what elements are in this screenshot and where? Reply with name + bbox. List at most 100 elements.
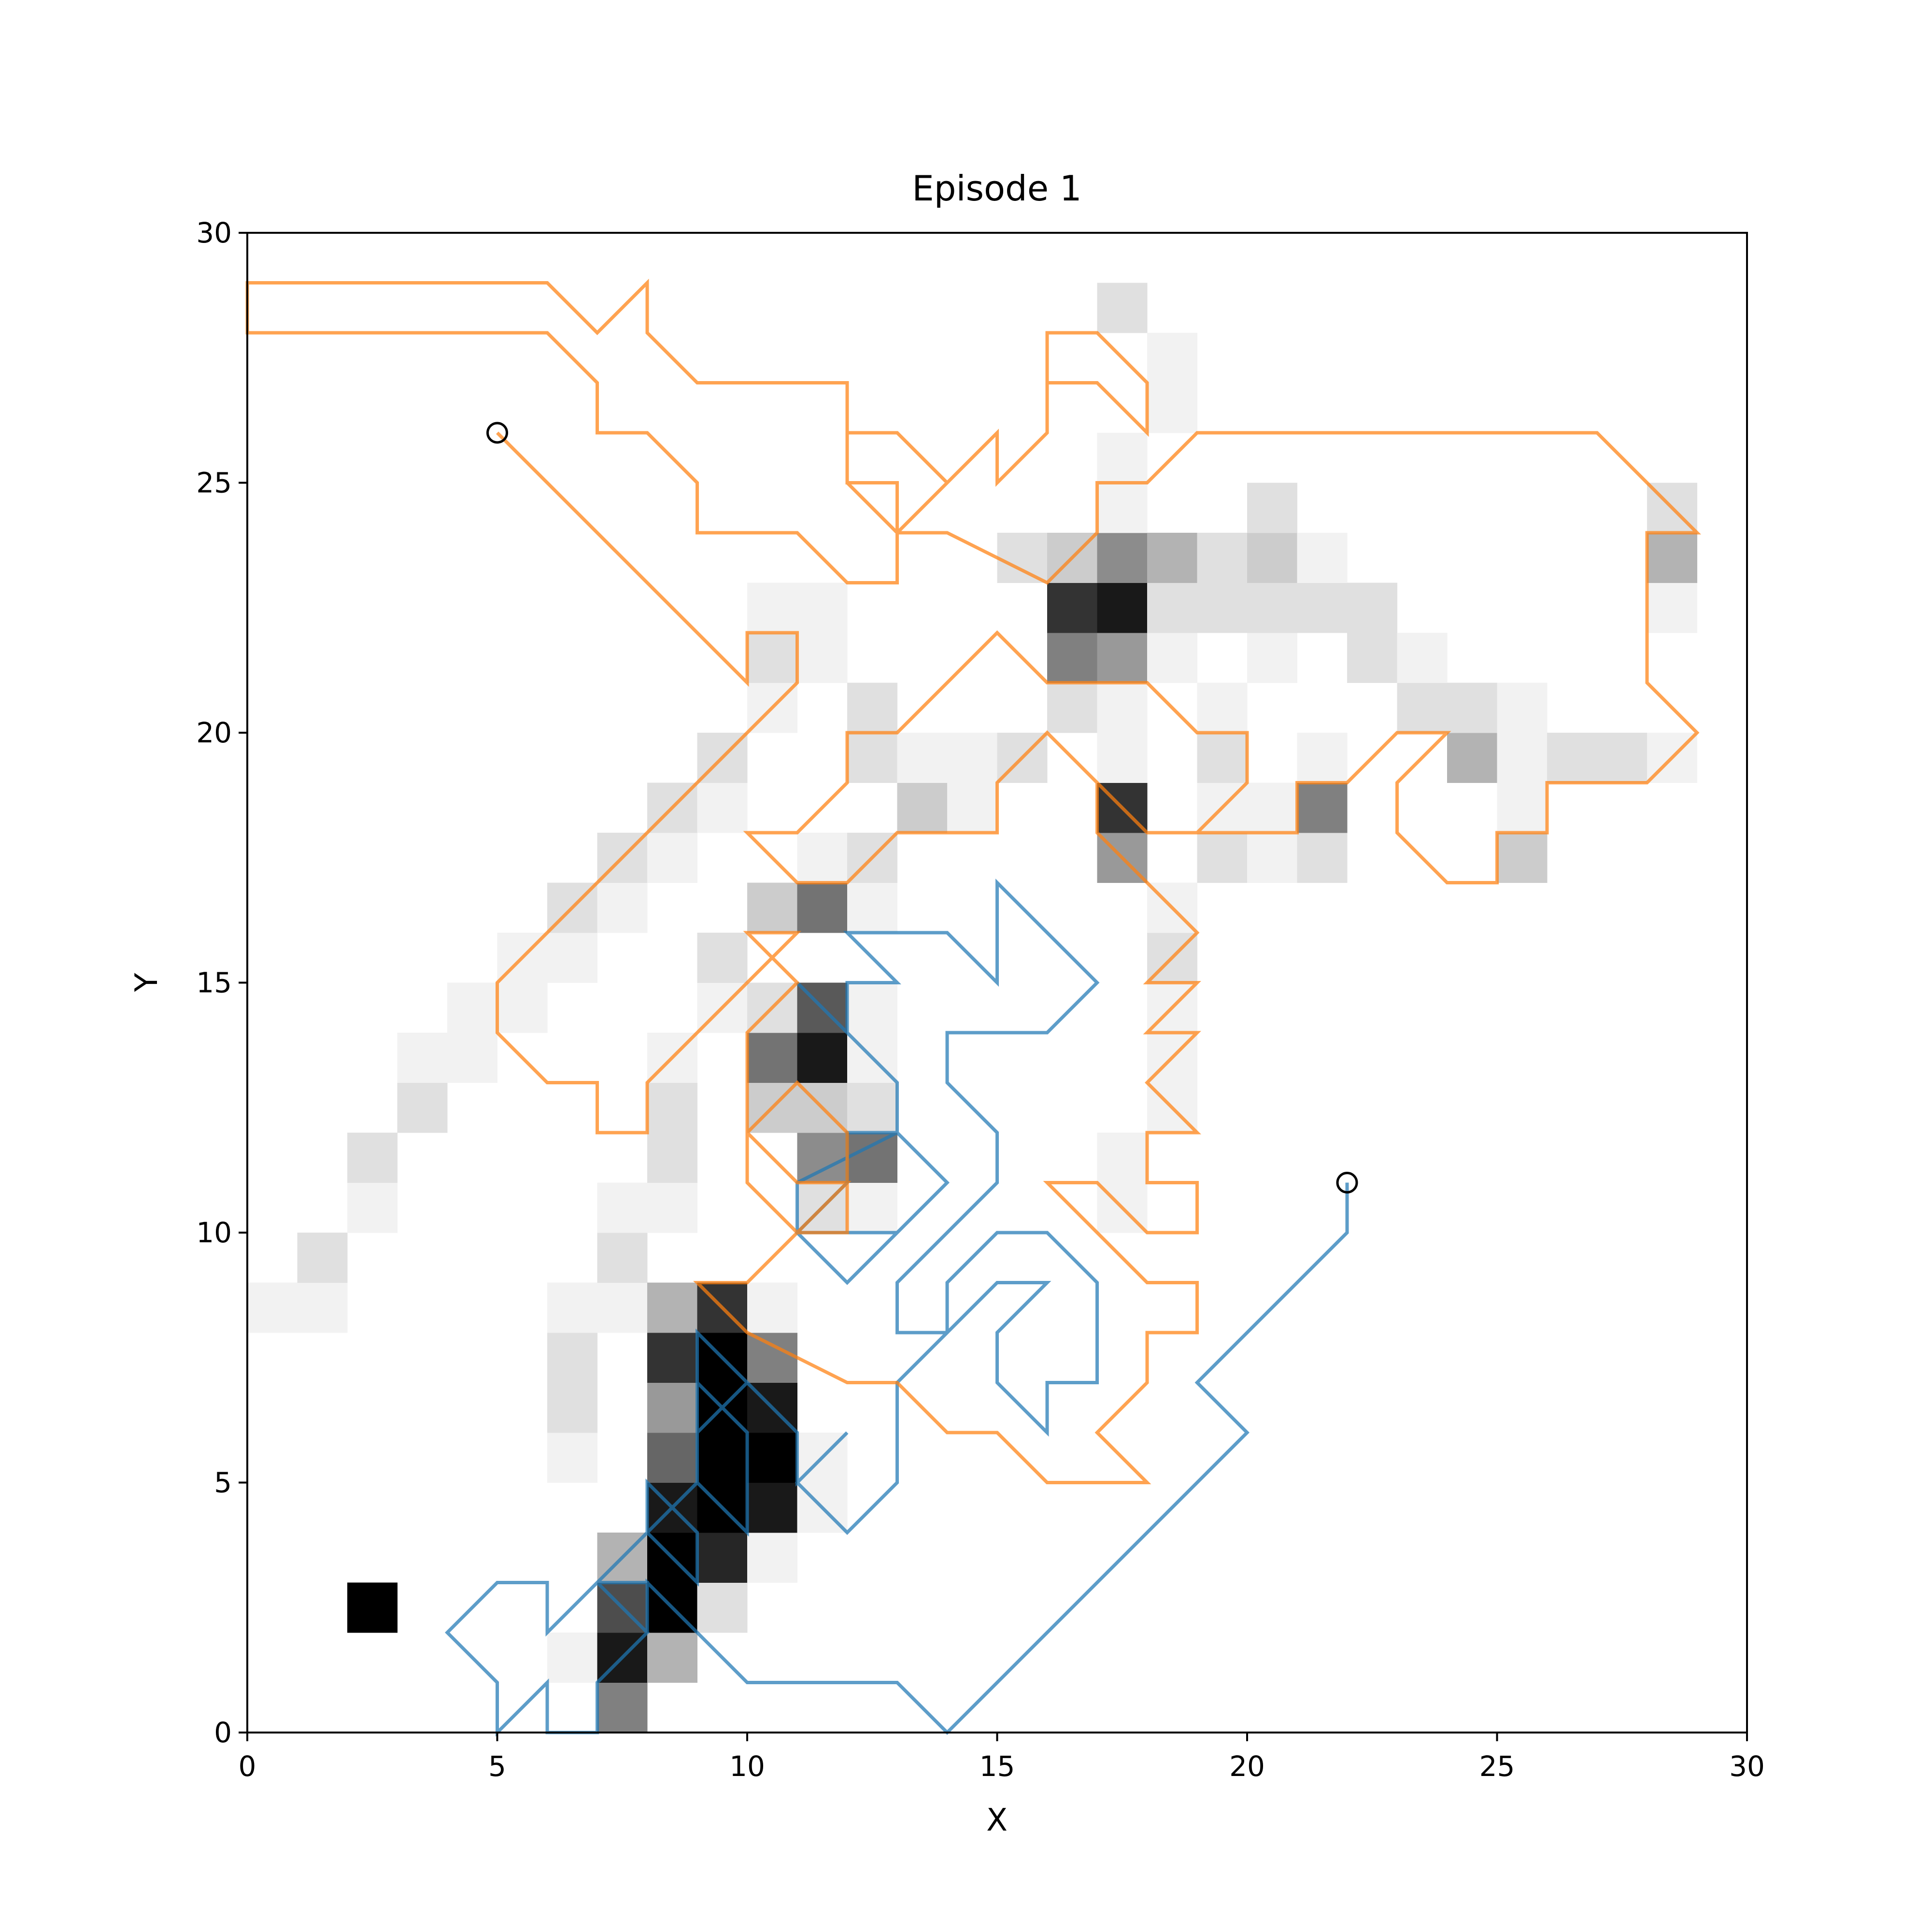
heatmap-cell (547, 933, 597, 983)
start-marker-1 (1336, 1172, 1358, 1193)
y-tick-label: 20 (196, 716, 232, 749)
heatmap-cell (747, 1033, 797, 1083)
heatmap-cell (697, 1433, 748, 1483)
heatmap-cell (1097, 483, 1148, 533)
heatmap-cell (1197, 533, 1248, 583)
heatmap-cell (697, 1533, 748, 1583)
heatmap-cell (847, 1133, 897, 1183)
heatmap-cell (1497, 733, 1548, 783)
heatmap-cell (1447, 733, 1497, 783)
x-tick-label: 10 (729, 1750, 765, 1783)
heatmap-cell (1547, 733, 1597, 783)
heatmap-cell (847, 982, 897, 1033)
heatmap-cell (1447, 682, 1497, 733)
heatmap-cell (1397, 682, 1448, 733)
heatmap-cell (1097, 733, 1148, 783)
heatmap-cell (1497, 833, 1548, 883)
heatmap-cell (1097, 582, 1148, 633)
x-tick-label: 20 (1229, 1750, 1265, 1783)
y-axis-ticks: 0 5 10 15 20 25 30 (196, 216, 247, 1749)
heatmap-cell (397, 1082, 448, 1133)
heatmap-cell (1347, 633, 1397, 683)
heatmap-cell (1047, 682, 1097, 733)
heatmap-cell (647, 1382, 697, 1433)
heatmap-cell (347, 1182, 398, 1233)
heatmap-cell (1247, 782, 1297, 833)
heatmap-cell (1247, 483, 1297, 533)
heatmap-cell (897, 733, 948, 783)
heatmap-cell (847, 1182, 897, 1233)
x-axis-label: X (986, 1803, 1008, 1838)
heatmap-cell (547, 1282, 597, 1333)
heatmap-cell (747, 1482, 797, 1533)
heatmap-cell (797, 1033, 848, 1083)
heatmap-cell (747, 1433, 797, 1483)
heatmap-cell (297, 1233, 348, 1283)
heatmap-cell (1147, 533, 1197, 583)
heatmap-cell (1297, 582, 1348, 633)
chart-title: Episode 1 (912, 168, 1081, 209)
heatmap-cell (647, 1133, 697, 1183)
heatmap-cell (747, 882, 797, 933)
heatmap-cell (647, 1433, 697, 1483)
heatmap-cell (597, 1682, 648, 1733)
heatmap-cell (347, 1133, 398, 1183)
heatmap-cell (397, 1033, 448, 1083)
heatmap-cell (947, 782, 997, 833)
start-markers (486, 422, 1358, 1193)
heatmap-cell (1047, 633, 1097, 683)
heatmap-cell (1197, 733, 1248, 783)
heatmap-cell (1097, 682, 1148, 733)
heatmap-cell (1147, 633, 1197, 683)
heatmap-cell (747, 1533, 797, 1583)
heatmap-cell (647, 1333, 697, 1383)
heatmap-cell (847, 733, 897, 783)
x-tick-label: 5 (488, 1750, 506, 1783)
heatmap-cell (897, 782, 948, 833)
heatmap-cell (797, 833, 848, 883)
trajectory-line-2 (245, 279, 1701, 1484)
heatmap-cell (1147, 582, 1197, 633)
heatmap-cell (797, 633, 848, 683)
y-tick-label: 15 (196, 966, 232, 999)
heatmap-cell (1147, 333, 1197, 383)
heatmap-cell (1497, 682, 1548, 733)
heatmap-cell (1397, 633, 1448, 683)
heatmap-cell (447, 982, 497, 1033)
heatmap-cell (947, 733, 997, 783)
heatmap-cell (797, 582, 848, 633)
heatmap-cell (1197, 582, 1248, 633)
heatmap-cell (547, 1633, 597, 1683)
x-tick-label: 0 (239, 1750, 256, 1783)
y-tick-label: 5 (214, 1466, 232, 1499)
heatmap-cell (747, 1333, 797, 1383)
heatmap-cell (1297, 833, 1348, 883)
y-tick-label: 30 (196, 216, 232, 249)
heatmap-cell (547, 1333, 597, 1383)
heatmap-cell (547, 1433, 597, 1483)
heatmap-cell (1297, 533, 1348, 583)
heatmap-cell (447, 1033, 497, 1083)
heatmap-cell (1597, 733, 1648, 783)
heatmap-cell (247, 1282, 298, 1333)
heatmap-cell (647, 1633, 697, 1683)
heatmap-cell (1047, 582, 1097, 633)
heatmap-cell (597, 1282, 648, 1333)
heatmap-cell (1197, 682, 1248, 733)
trajectory-line-1 (445, 879, 1349, 1737)
heatmap-cell (1097, 1133, 1148, 1183)
heatmap-cell (1297, 733, 1348, 783)
heatmap-cell (1647, 582, 1697, 633)
heatmap-cell (1297, 782, 1348, 833)
heatmap-cell (497, 982, 548, 1033)
heatmap-cell (547, 1382, 597, 1433)
series-lines (245, 279, 1701, 1737)
heatmap-cell (1647, 533, 1697, 583)
y-tick-label: 0 (214, 1716, 232, 1749)
heatmap-cell (647, 1182, 697, 1233)
heatmap-cell (1197, 833, 1248, 883)
heatmap-cell (1247, 833, 1297, 883)
heatmap-cell (1497, 782, 1548, 833)
heatmap-cell (797, 882, 848, 933)
